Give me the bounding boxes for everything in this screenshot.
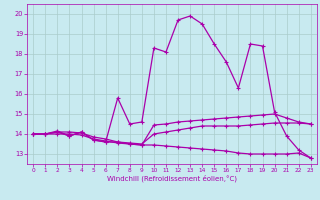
X-axis label: Windchill (Refroidissement éolien,°C): Windchill (Refroidissement éolien,°C) xyxy=(107,175,237,182)
